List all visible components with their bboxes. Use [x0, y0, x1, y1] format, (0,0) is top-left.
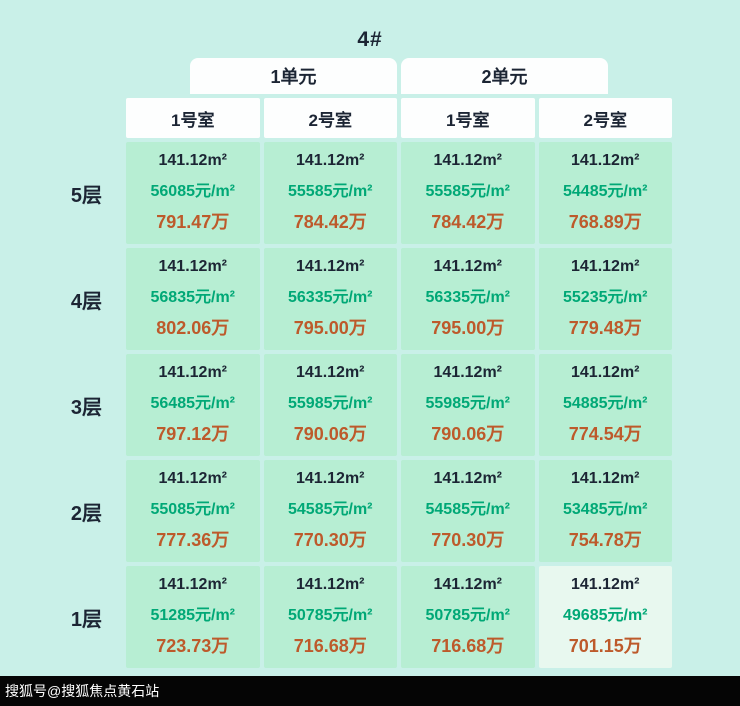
unit-price-value: 49685元/m² — [563, 607, 648, 624]
area-value: 141.12m² — [571, 364, 640, 381]
total-price-value: 770.30万 — [431, 530, 505, 550]
unit-price-value: 56085元/m² — [150, 183, 236, 200]
unit-price-value: 55985元/m² — [425, 395, 511, 412]
unit-price-value: 54585元/m² — [425, 501, 511, 518]
area-value: 141.12m² — [296, 470, 365, 487]
total-price-value: 754.78万 — [568, 530, 642, 550]
price-cell-highlighted: 141.12m² 49685元/m² 701.15万 — [538, 566, 672, 668]
total-price-value: 795.00万 — [293, 318, 367, 338]
area-value: 141.12m² — [571, 576, 640, 593]
total-price-value: 779.48万 — [568, 318, 642, 338]
area-value: 141.12m² — [433, 470, 503, 487]
price-cell: 141.12m² 55585元/m² 784.42万 — [263, 142, 397, 244]
room-header: 2号室 — [538, 98, 672, 138]
area-value: 141.12m² — [296, 258, 365, 275]
total-price-value: 791.47万 — [156, 212, 230, 232]
price-cell: 141.12m² 56335元/m² 795.00万 — [263, 248, 397, 350]
corner-spacer — [0, 98, 122, 138]
price-table: 1单元 2单元 1号室 2号室 1号室 2号室 5层 141.12m² 5608… — [0, 58, 672, 668]
price-cell: 141.12m² 56485元/m² 797.12万 — [126, 354, 260, 456]
price-cell: 141.12m² 54485元/m² 768.89万 — [538, 142, 672, 244]
total-price-value: 716.68万 — [293, 636, 367, 656]
unit-price-value: 55585元/m² — [288, 183, 373, 200]
total-price-value: 723.73万 — [156, 636, 230, 656]
floor-label: 2层 — [70, 502, 102, 525]
unit-price-value: 56835元/m² — [150, 289, 236, 306]
area-value: 141.12m² — [296, 576, 365, 593]
total-price-value: 797.12万 — [156, 424, 230, 444]
room-header: 2号室 — [263, 98, 397, 138]
price-cell: 141.12m² 55235元/m² 779.48万 — [538, 248, 672, 350]
unit-price-value: 54585元/m² — [288, 501, 373, 518]
watermark-text: 搜狐号@搜狐焦点黄石站 — [5, 683, 160, 699]
unit-price-value: 56335元/m² — [425, 289, 511, 306]
area-value: 141.12m² — [296, 364, 365, 381]
unit-price-value: 50785元/m² — [288, 607, 373, 624]
unit-price-value: 53485元/m² — [563, 501, 648, 518]
price-cell: 141.12m² 54885元/m² 774.54万 — [538, 354, 672, 456]
floor-label: 3层 — [70, 396, 102, 419]
unit-price-value: 56335元/m² — [288, 289, 373, 306]
price-cell: 141.12m² 55585元/m² 784.42万 — [401, 142, 535, 244]
area-value: 141.12m² — [158, 258, 228, 275]
unit-price-value: 55235元/m² — [563, 289, 648, 306]
total-price-value: 770.30万 — [293, 530, 367, 550]
area-value: 141.12m² — [158, 364, 228, 381]
price-cell: 141.12m² 51285元/m² 723.73万 — [126, 566, 260, 668]
total-price-value: 768.89万 — [568, 212, 642, 232]
total-price-value: 784.42万 — [293, 212, 367, 232]
total-price-value: 802.06万 — [156, 318, 230, 338]
unit-price-value: 51285元/m² — [150, 607, 236, 624]
price-cell: 141.12m² 56335元/m² 795.00万 — [401, 248, 535, 350]
area-value: 141.12m² — [158, 152, 228, 169]
unit-price-value: 55585元/m² — [425, 183, 511, 200]
unit-price-value: 54485元/m² — [563, 183, 648, 200]
area-value: 141.12m² — [158, 470, 228, 487]
price-cell: 141.12m² 56835元/m² 802.06万 — [126, 248, 260, 350]
floor-label: 1层 — [70, 608, 102, 631]
area-value: 141.12m² — [158, 576, 228, 593]
price-cell: 141.12m² 50785元/m² 716.68万 — [263, 566, 397, 668]
area-value: 141.12m² — [433, 364, 503, 381]
price-cell: 141.12m² 54585元/m² 770.30万 — [401, 460, 535, 562]
room-header: 1号室 — [401, 98, 535, 138]
price-cell: 141.12m² 55985元/m² 790.06万 — [401, 354, 535, 456]
area-value: 141.12m² — [296, 152, 365, 169]
price-cell: 141.12m² 56085元/m² 791.47万 — [126, 142, 260, 244]
floor-label: 4层 — [70, 290, 102, 313]
price-cell: 141.12m² 55985元/m² 790.06万 — [263, 354, 397, 456]
area-value: 141.12m² — [571, 470, 640, 487]
total-price-value: 701.15万 — [568, 636, 642, 656]
price-cell: 141.12m² 54585元/m² 770.30万 — [263, 460, 397, 562]
unit-header-2: 2单元 — [401, 58, 608, 94]
corner-spacer — [0, 58, 122, 94]
unit-header-1: 1单元 — [190, 58, 397, 94]
area-value: 141.12m² — [433, 152, 503, 169]
price-cell: 141.12m² 50785元/m² 716.68万 — [401, 566, 535, 668]
total-price-value: 784.42万 — [431, 212, 505, 232]
unit-price-value: 55085元/m² — [150, 501, 236, 518]
unit-price-value: 55985元/m² — [288, 395, 373, 412]
unit-price-value: 56485元/m² — [150, 395, 236, 412]
area-value: 141.12m² — [433, 258, 503, 275]
total-price-value: 774.54万 — [568, 424, 642, 444]
total-price-value: 716.68万 — [431, 636, 505, 656]
area-value: 141.12m² — [571, 258, 640, 275]
watermark-bar: 搜狐号@搜狐焦点黄石站 — [0, 676, 740, 706]
area-value: 141.12m² — [571, 152, 640, 169]
area-value: 141.12m² — [433, 576, 503, 593]
price-cell: 141.12m² 53485元/m² 754.78万 — [538, 460, 672, 562]
total-price-value: 795.00万 — [431, 318, 505, 338]
room-header: 1号室 — [126, 98, 260, 138]
floor-label: 5层 — [70, 184, 102, 207]
total-price-value: 790.06万 — [431, 424, 505, 444]
unit-price-value: 54885元/m² — [563, 395, 648, 412]
total-price-value: 790.06万 — [293, 424, 367, 444]
building-title: 4# — [357, 28, 383, 51]
unit-price-value: 50785元/m² — [425, 607, 511, 624]
price-cell: 141.12m² 55085元/m² 777.36万 — [126, 460, 260, 562]
total-price-value: 777.36万 — [156, 530, 230, 550]
